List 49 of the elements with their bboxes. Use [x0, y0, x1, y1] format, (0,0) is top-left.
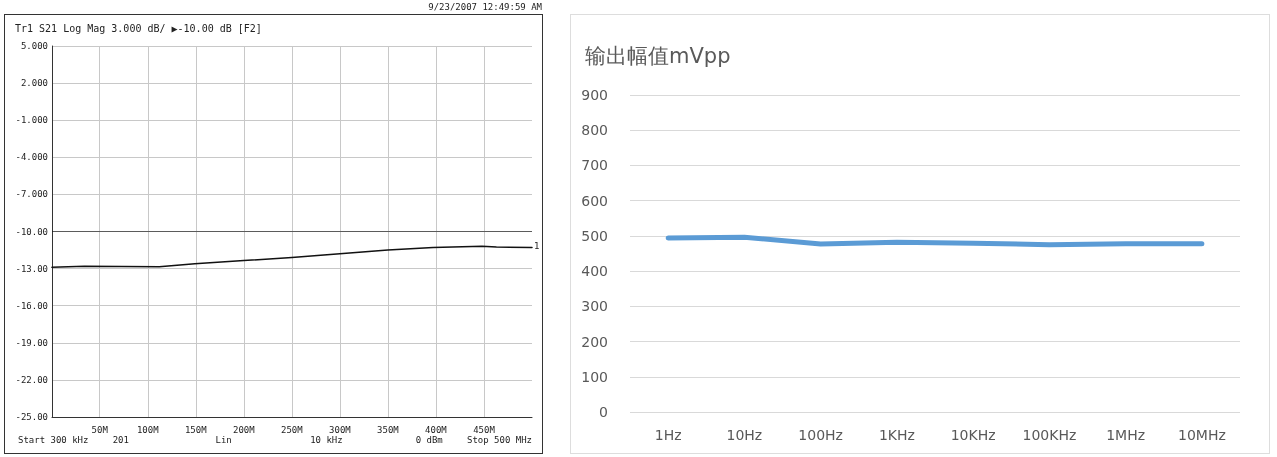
x-tick-label: 250M	[281, 424, 304, 435]
text: 9/23/2007 12:49:59 AM	[428, 1, 543, 12]
y-tick-label: 400	[581, 263, 608, 280]
x-tick-label: 50M	[91, 424, 109, 435]
x-tick-label: 100M	[136, 424, 160, 435]
x-tick-label: 1MHz	[1106, 427, 1146, 443]
x-tick-label: 10Hz	[726, 427, 763, 443]
chart-title: 输出幅值mVpp	[585, 43, 731, 68]
y-tick-label: 900	[581, 87, 608, 103]
x-tick-label: 200M	[232, 424, 256, 435]
y-tick-label: 500	[581, 227, 608, 244]
y-tick-label: -7.000	[15, 189, 48, 200]
y-tick-label: -1.000	[15, 115, 48, 126]
x-tick-label: 300M	[329, 424, 352, 435]
text: Stop 500 MHz	[466, 434, 532, 445]
y-tick-label: -25.00	[15, 412, 48, 422]
x-tick-label: 400M	[425, 424, 448, 435]
y-tick-label: 800	[581, 122, 608, 139]
y-tick-label: -16.00	[15, 300, 48, 311]
y-tick-label: -22.00	[15, 374, 48, 385]
x-tick-label: 10KHz	[950, 427, 996, 443]
x-tick-label: 100KHz	[1022, 427, 1077, 443]
text: 10 kHz	[310, 434, 343, 445]
y-tick-label: -19.00	[15, 337, 48, 348]
x-tick-label: 1Hz	[654, 427, 682, 443]
text: Start 300 kHz	[18, 434, 89, 445]
y-tick-label: 600	[581, 192, 608, 209]
y-tick-label: -4.000	[15, 152, 48, 163]
annotation: 1	[534, 241, 540, 252]
x-tick-label: 350M	[377, 424, 400, 435]
y-tick-label: 0	[599, 404, 608, 420]
y-tick-label: 200	[581, 333, 608, 350]
y-tick-label: 100	[581, 368, 608, 385]
text: 0 dBm	[415, 434, 443, 445]
y-tick-label: 700	[581, 157, 608, 174]
y-tick-label: 2.000	[20, 78, 48, 89]
y-tick-label: 300	[581, 298, 608, 315]
y-tick-label: 5.000	[20, 41, 48, 51]
x-tick-label: 10MHz	[1177, 427, 1226, 443]
line-series	[51, 245, 533, 269]
chart-title: Tr1 S21 Log Mag 3.000 dB/ ▶-10.00 dB [F2]	[15, 22, 262, 34]
x-tick-label: 150M	[184, 424, 208, 435]
x-tick-label: 1KHz	[878, 427, 915, 443]
text: 201	[112, 434, 129, 445]
x-tick-label: 450M	[473, 424, 496, 435]
text: Lin	[215, 434, 232, 445]
x-tick-label: 100Hz	[798, 427, 843, 443]
y-tick-label: -10.00	[15, 226, 48, 237]
y-tick-label: -13.00	[15, 263, 48, 274]
